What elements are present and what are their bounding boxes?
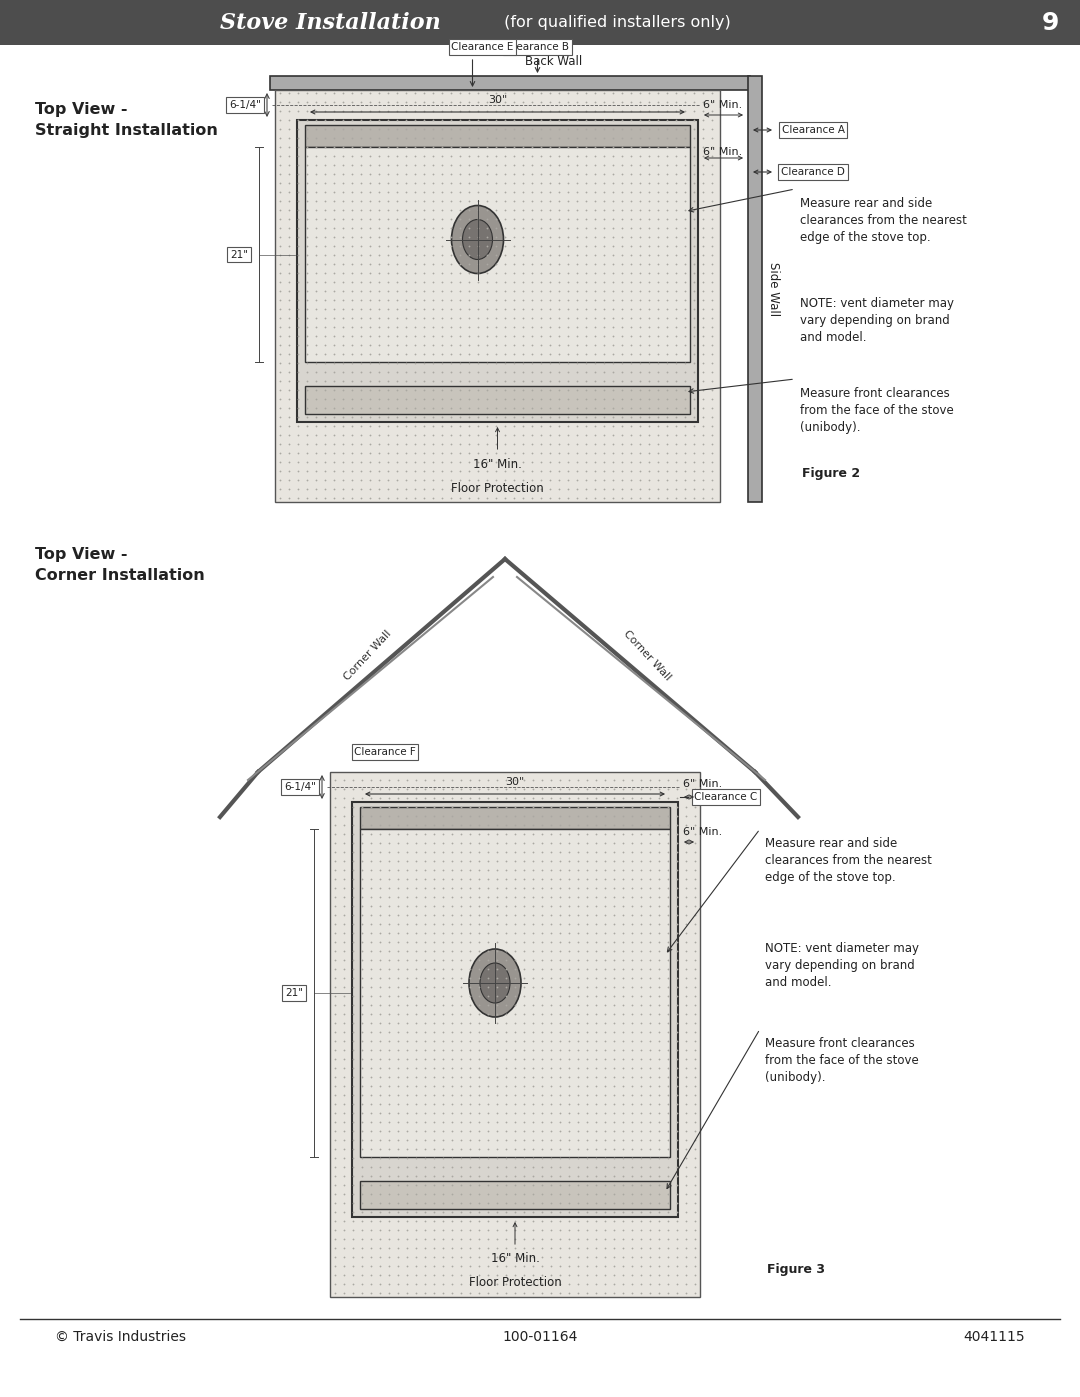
Bar bbox=[330, 773, 700, 1296]
Text: Clearance B: Clearance B bbox=[507, 42, 569, 52]
Bar bbox=[297, 120, 698, 422]
Text: NOTE: vent diameter may
vary depending on brand
and model.: NOTE: vent diameter may vary depending o… bbox=[765, 942, 919, 989]
Text: Side Wall: Side Wall bbox=[767, 263, 780, 316]
Text: 16" Min.: 16" Min. bbox=[490, 1253, 539, 1266]
Text: Corner Wall: Corner Wall bbox=[621, 629, 673, 682]
Text: Figure 2: Figure 2 bbox=[801, 468, 860, 481]
Text: 6" Min.: 6" Min. bbox=[703, 147, 742, 156]
Text: 30": 30" bbox=[488, 95, 508, 105]
Bar bbox=[0, 0, 1080, 45]
Text: 6" Min.: 6" Min. bbox=[703, 101, 742, 110]
Text: Measure rear and side
clearances from the nearest
edge of the stove top.: Measure rear and side clearances from th… bbox=[765, 837, 932, 884]
Text: 9: 9 bbox=[1041, 11, 1058, 35]
Text: Clearance E: Clearance E bbox=[451, 42, 514, 52]
Ellipse shape bbox=[462, 219, 492, 260]
Bar bbox=[352, 802, 678, 1217]
Ellipse shape bbox=[480, 963, 510, 1003]
Text: 16" Min.: 16" Min. bbox=[473, 457, 522, 471]
Bar bbox=[330, 773, 700, 1296]
Text: 30": 30" bbox=[505, 777, 525, 787]
Text: NOTE: vent diameter may
vary depending on brand
and model.: NOTE: vent diameter may vary depending o… bbox=[800, 298, 954, 344]
Bar bbox=[275, 89, 720, 502]
Text: 100-01164: 100-01164 bbox=[502, 1330, 578, 1344]
Text: Measure front clearances
from the face of the stove
(unibody).: Measure front clearances from the face o… bbox=[800, 387, 954, 434]
Bar bbox=[305, 124, 690, 147]
Text: Clearance F: Clearance F bbox=[354, 747, 416, 757]
Text: © Travis Industries: © Travis Industries bbox=[55, 1330, 186, 1344]
Ellipse shape bbox=[451, 205, 503, 274]
Text: 6-1/4": 6-1/4" bbox=[284, 782, 316, 792]
Bar bbox=[360, 1180, 670, 1208]
Text: Back Wall: Back Wall bbox=[525, 54, 582, 68]
Text: 21": 21" bbox=[230, 250, 248, 260]
Text: Clearance A: Clearance A bbox=[782, 124, 845, 136]
Text: 6" Min.: 6" Min. bbox=[683, 827, 723, 837]
Text: Measure front clearances
from the face of the stove
(unibody).: Measure front clearances from the face o… bbox=[765, 1037, 919, 1084]
Text: Top View -
Corner Installation: Top View - Corner Installation bbox=[35, 548, 205, 583]
Text: Corner Wall: Corner Wall bbox=[342, 629, 393, 682]
Text: Measure rear and side
clearances from the nearest
edge of the stove top.: Measure rear and side clearances from th… bbox=[800, 197, 967, 244]
Ellipse shape bbox=[469, 949, 521, 1017]
Bar bbox=[305, 386, 690, 414]
Text: 6-1/4": 6-1/4" bbox=[229, 101, 261, 110]
Text: 6" Min.: 6" Min. bbox=[683, 780, 723, 789]
Text: (for qualified installers only): (for qualified installers only) bbox=[499, 15, 731, 31]
Bar bbox=[270, 75, 750, 89]
Text: 21": 21" bbox=[285, 988, 303, 997]
Text: 4041115: 4041115 bbox=[963, 1330, 1025, 1344]
Text: Top View -
Straight Installation: Top View - Straight Installation bbox=[35, 102, 218, 138]
Text: Floor Protection: Floor Protection bbox=[451, 482, 544, 495]
Text: Floor Protection: Floor Protection bbox=[469, 1277, 562, 1289]
Bar bbox=[748, 75, 762, 502]
Bar bbox=[305, 147, 690, 362]
Bar bbox=[275, 89, 720, 502]
Text: Clearance D: Clearance D bbox=[781, 168, 845, 177]
Bar bbox=[360, 828, 670, 1157]
Text: Stove Installation: Stove Installation bbox=[219, 13, 441, 34]
Text: Clearance C: Clearance C bbox=[694, 792, 758, 802]
Text: Figure 3: Figure 3 bbox=[767, 1263, 825, 1275]
Bar bbox=[360, 807, 670, 828]
